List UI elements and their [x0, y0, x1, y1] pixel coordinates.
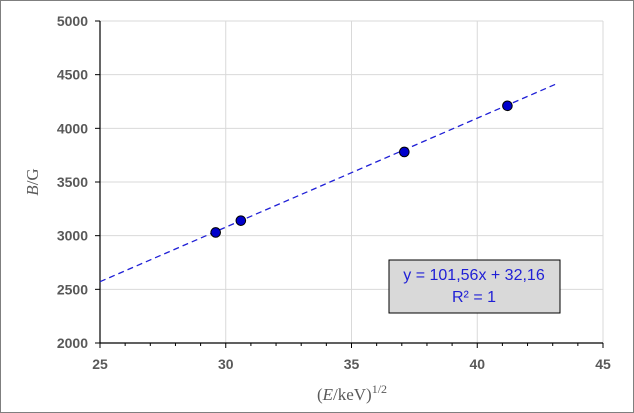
equation-box-background	[388, 259, 561, 314]
x-tick-label: 45	[595, 356, 611, 372]
y-tick-label: 4500	[57, 67, 88, 83]
data-point	[399, 146, 410, 158]
y-tick-label: 2500	[57, 281, 88, 297]
x-axis-title-exponent: 1/2	[372, 382, 387, 396]
x-axis-title: (E/keV)1/2	[317, 382, 387, 404]
data-point	[502, 100, 513, 112]
x-axis-title-var: E	[322, 385, 334, 404]
equation-box: y = 101,56x + 32,16 R² = 1	[388, 259, 561, 314]
y-tick-label: 3500	[57, 174, 88, 190]
y-tick-label: 4000	[57, 120, 88, 136]
trendline-equation: y = 101,56x + 32,16	[403, 267, 545, 284]
x-tick-label: 40	[469, 356, 485, 372]
x-axis-title-open: (	[317, 385, 323, 404]
y-axis-title: B/G	[23, 168, 42, 195]
x-tick-label: 35	[344, 356, 360, 372]
x-axis-title-unit: /keV)	[333, 385, 372, 404]
y-tick-label: 5000	[57, 13, 88, 29]
y-axis-title-var: B	[23, 185, 42, 196]
y-axis-title-unit: /G	[23, 168, 42, 185]
trendline	[99, 82, 558, 283]
y-tick-label: 2000	[57, 335, 88, 351]
data-point	[210, 227, 221, 238]
trendline-path	[99, 82, 558, 283]
y-tick-label: 3000	[57, 228, 88, 244]
axes	[95, 20, 604, 348]
tick-labels: 2000 2500 3000 3500 4000 4500 5000 25 30 35 40 45	[57, 13, 611, 372]
x-tick-label: 25	[92, 356, 108, 372]
r-squared-label: R² = 1	[452, 289, 496, 306]
data-points	[210, 100, 513, 238]
data-point	[235, 215, 247, 226]
x-tick-label: 30	[218, 356, 234, 372]
